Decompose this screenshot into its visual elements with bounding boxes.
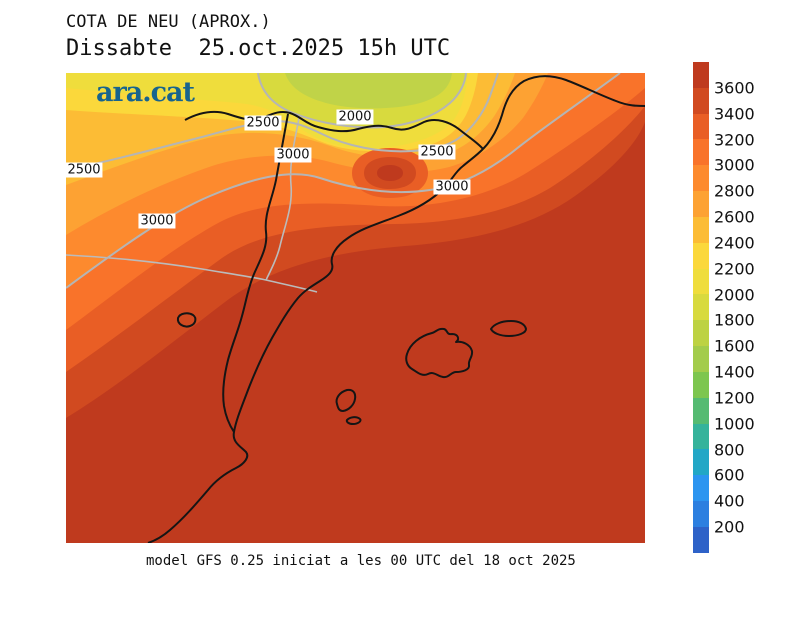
inland-lake <box>176 312 197 328</box>
colorbar-segment-3 <box>693 139 709 166</box>
colorbar-segment-4 <box>693 165 709 192</box>
ara-cat-logo: ara.cat <box>96 77 195 108</box>
date-line: Dissabte 25.oct.2025 15h UTC <box>66 36 451 61</box>
river-ebre <box>66 254 318 293</box>
map-canvas <box>66 73 645 543</box>
colorbar-label-2200: 2200 <box>714 259 755 279</box>
colorbar-segment-18 <box>693 526 709 553</box>
colorbar-segment-12 <box>693 371 709 398</box>
colorbar-label-1200: 1200 <box>714 388 755 408</box>
colorbar-segment-17 <box>693 501 709 527</box>
colorbar-label-1000: 1000 <box>714 414 755 434</box>
colorbar-segment-7 <box>693 242 709 269</box>
contour-label-3000: 3000 <box>274 147 312 163</box>
colorbar-segment-14 <box>693 423 709 450</box>
page-title: COTA DE NEU (APROX.) <box>66 12 271 32</box>
colorbar-label-200: 200 <box>714 517 745 537</box>
french-coastline <box>482 75 645 150</box>
contour-label-3000: 3000 <box>138 213 176 229</box>
colorbar-segment-10 <box>693 320 709 347</box>
colorbar <box>693 62 709 553</box>
mediterranean-coastline <box>147 148 484 543</box>
contour-2500 <box>66 73 499 171</box>
model-caption: model GFS 0.25 iniciat a les 00 UTC del … <box>146 553 576 569</box>
colorbar-label-800: 800 <box>714 440 745 460</box>
colorbar-label-2800: 2800 <box>714 181 755 201</box>
colorbar-segment-8 <box>693 268 709 295</box>
colorbar-label-1800: 1800 <box>714 310 755 330</box>
local-max-core <box>377 165 403 181</box>
island-formentera <box>345 416 362 425</box>
contour-label-2500: 2500 <box>65 162 103 178</box>
colorbar-label-2600: 2600 <box>714 207 755 227</box>
colorbar-label-2400: 2400 <box>714 233 755 253</box>
colorbar-label-1600: 1600 <box>714 336 755 356</box>
colorbar-segment-2 <box>693 113 709 140</box>
colorbar-label-3000: 3000 <box>714 155 755 175</box>
band-1600-1800-pocket <box>285 73 452 109</box>
island-menorca <box>490 320 527 337</box>
contour-label-2500: 2500 <box>418 144 456 160</box>
colorbar-segment-0 <box>693 62 709 88</box>
colorbar-segment-16 <box>693 475 709 502</box>
colorbar-segment-11 <box>693 346 709 372</box>
colorbar-label-400: 400 <box>714 491 745 511</box>
contour-label-2000: 2000 <box>336 109 374 125</box>
colorbar-label-1400: 1400 <box>714 362 755 382</box>
colorbar-segment-13 <box>693 397 709 424</box>
colorbar-label-3600: 3600 <box>714 78 755 98</box>
colorbar-segment-9 <box>693 294 709 321</box>
island-mallorca <box>405 327 474 379</box>
colorbar-label-600: 600 <box>714 465 745 485</box>
contour-label-2500: 2500 <box>244 115 282 131</box>
contour-label-3000: 3000 <box>433 179 471 195</box>
snow-level-map: ara.cat 2500 3000 2500 3000 2000 2500 3000 <box>65 73 645 543</box>
colorbar-segment-6 <box>693 216 709 243</box>
colorbar-label-2000: 2000 <box>714 285 755 305</box>
colorbar-segment-5 <box>693 191 709 217</box>
island-ibiza <box>335 388 357 412</box>
inland-region-border <box>222 113 289 433</box>
colorbar-label-3200: 3200 <box>714 130 755 150</box>
colorbar-segment-1 <box>693 87 709 114</box>
colorbar-segment-15 <box>693 449 709 476</box>
colorbar-label-3400: 3400 <box>714 104 755 124</box>
